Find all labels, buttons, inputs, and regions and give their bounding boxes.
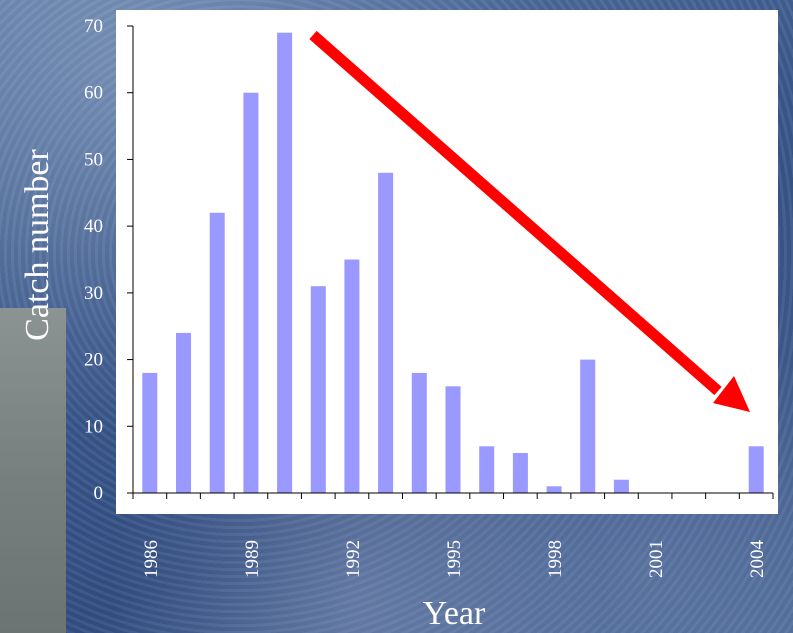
bar-1997	[512, 453, 528, 493]
bar-1991	[310, 286, 326, 493]
trend-arrow	[309, 30, 750, 412]
bar-1987	[176, 332, 191, 493]
x-tick-label: 1998	[545, 540, 566, 578]
x-tick-label: 2004	[747, 540, 768, 579]
bar-2004	[748, 446, 764, 493]
y-tick-label: 0	[94, 483, 104, 504]
y-tick-label: 60	[84, 83, 103, 104]
y-tick-labels: 0 10 20 30 40 50 60 70	[84, 16, 103, 504]
bar-1986	[142, 372, 158, 493]
bar-1999	[580, 359, 596, 493]
trend-arrow-head	[713, 376, 750, 412]
bar-1996	[479, 446, 495, 493]
y-tick-label: 40	[84, 216, 103, 237]
x-tick-label: 2001	[646, 540, 667, 578]
background-water-strip	[0, 308, 66, 633]
bar-1995	[445, 386, 461, 493]
x-axis-title: Year	[423, 595, 486, 632]
trend-arrow-shaft	[309, 30, 722, 396]
x-tick-label: 1989	[242, 540, 263, 578]
bar-1989	[243, 92, 259, 493]
y-tick-label: 30	[84, 283, 103, 304]
y-tick-label: 20	[84, 350, 103, 371]
axes-group	[127, 25, 774, 499]
x-tick-labels: 1986 1989 1992 1995 1998 2001 2004	[141, 540, 768, 579]
y-axis-title: Catch number	[19, 148, 56, 340]
bar-1992	[344, 259, 360, 493]
bar-1993	[378, 172, 394, 494]
y-tick-label: 50	[84, 149, 103, 170]
x-tick-label: 1995	[444, 540, 465, 578]
bar-2000	[613, 479, 629, 493]
y-tick-label: 70	[84, 16, 103, 37]
bars-group	[142, 32, 764, 494]
y-tick-label: 10	[84, 416, 103, 437]
bar-1990	[277, 32, 293, 493]
bar-1994	[411, 372, 427, 493]
x-tick-label: 1986	[141, 540, 162, 578]
bar-1988	[209, 212, 225, 494]
x-tick-label: 1992	[343, 540, 364, 578]
bar-1998	[546, 486, 562, 493]
